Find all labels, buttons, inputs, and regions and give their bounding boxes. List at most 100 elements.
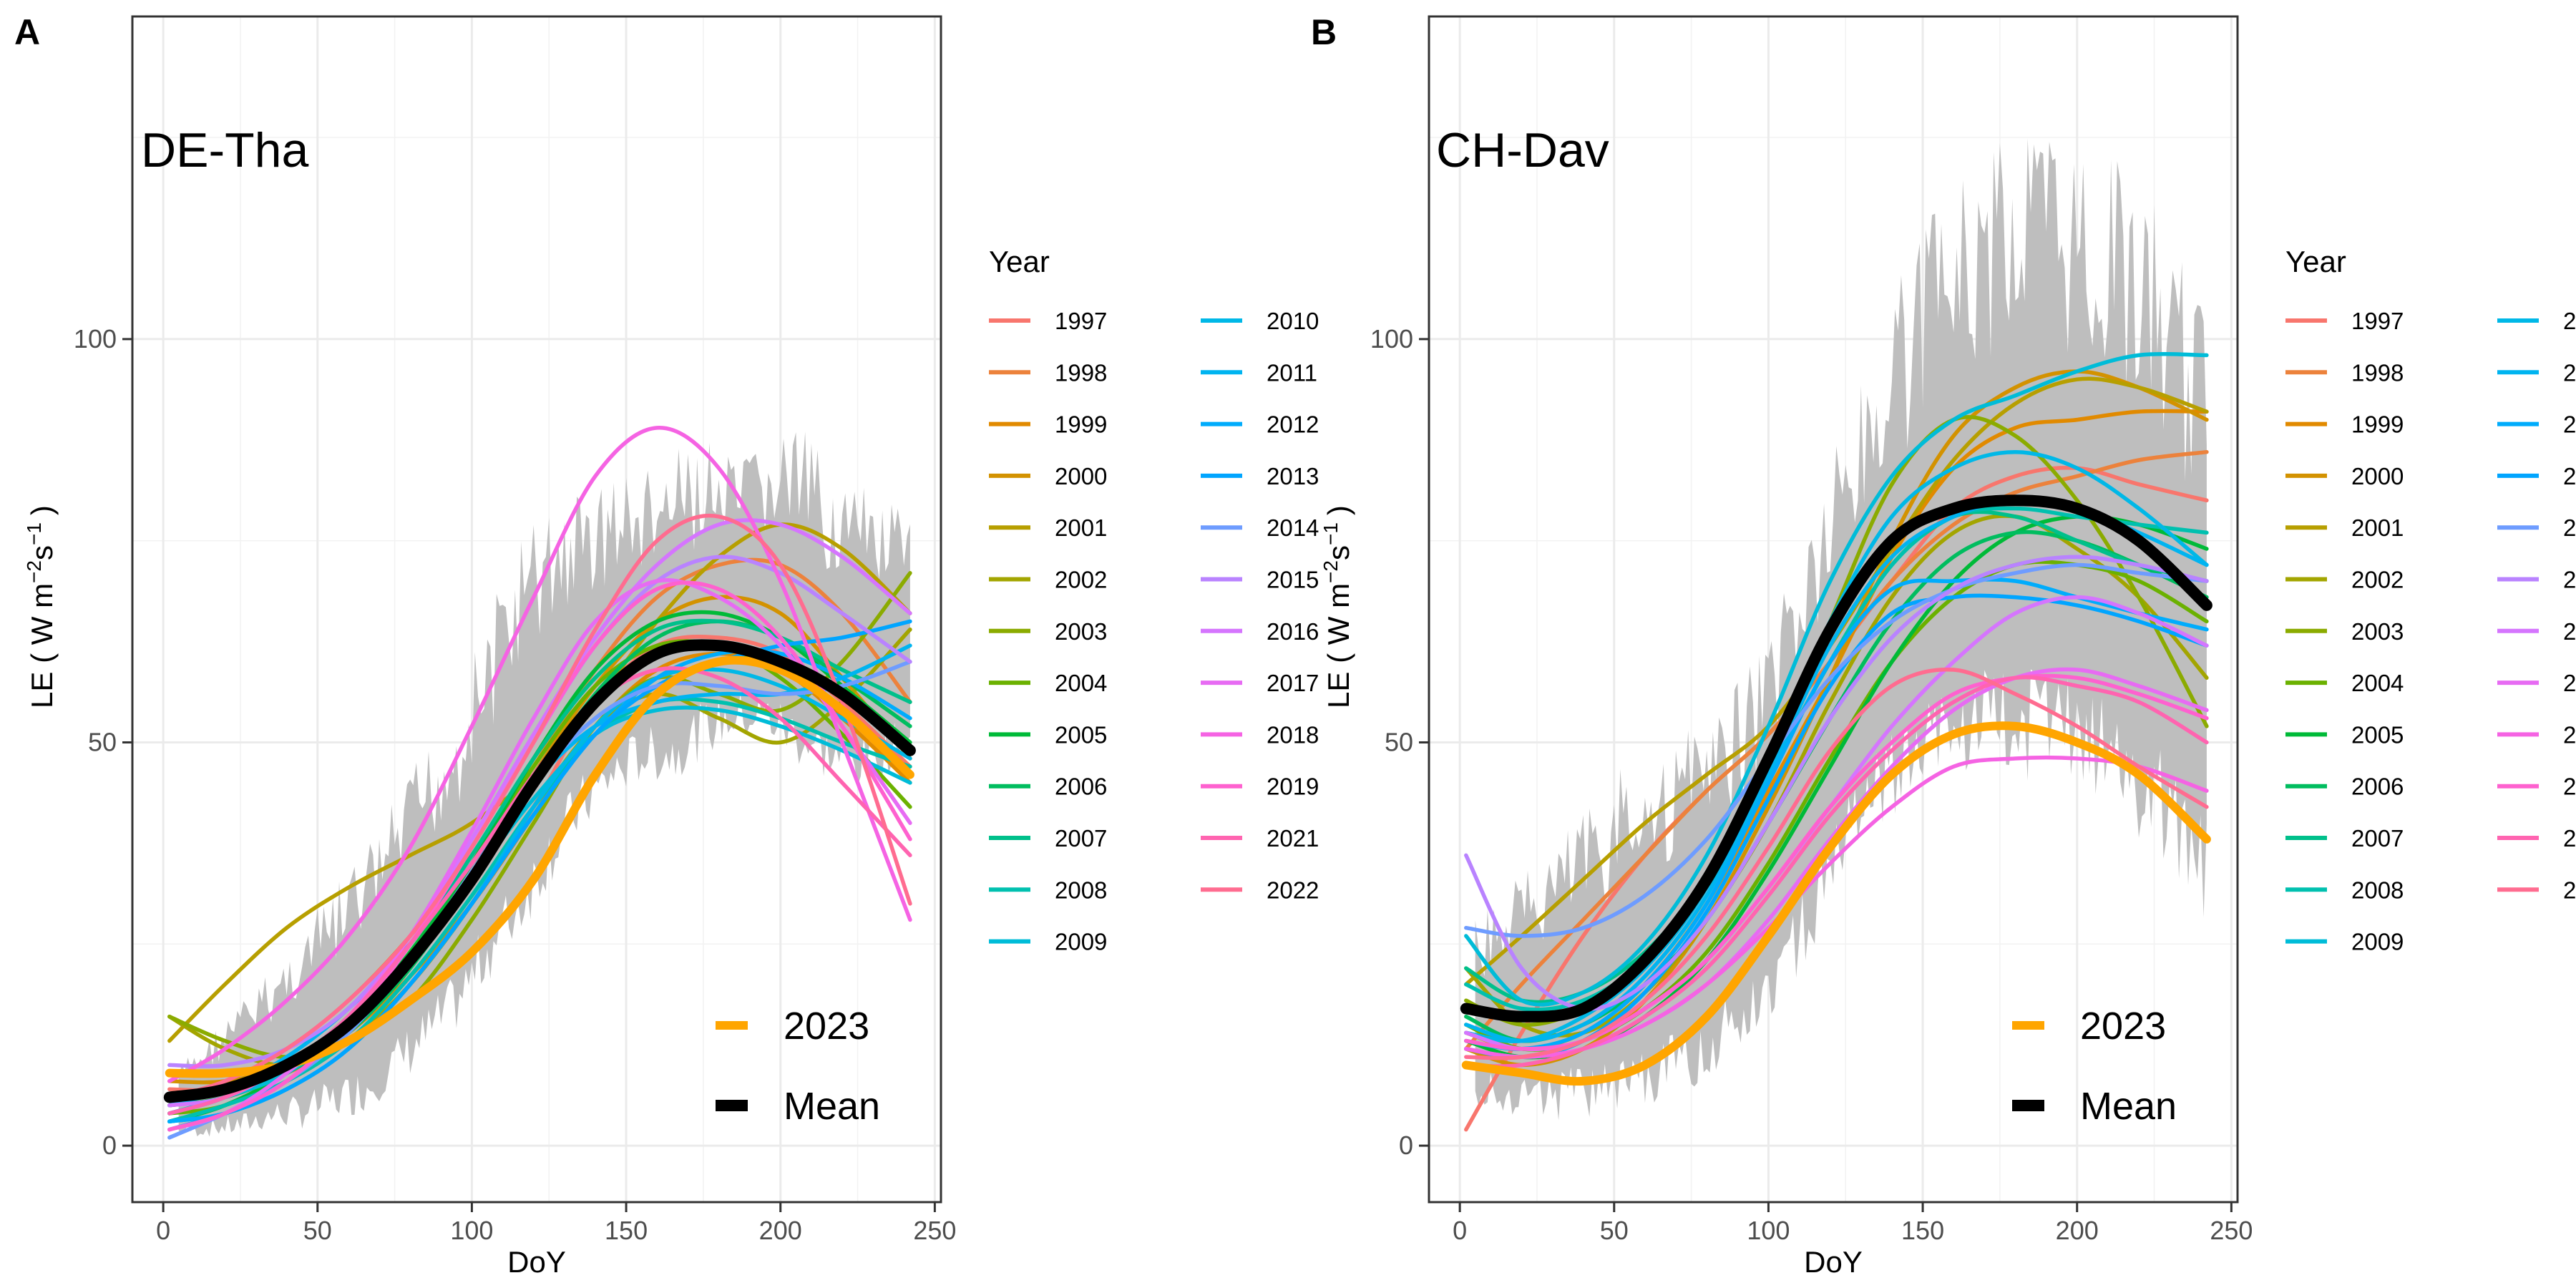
series-line-2021 (1464, 675, 2209, 1068)
x-tick-label: 250 (913, 1216, 956, 1245)
legend-item-2017: 2017 (1201, 670, 1319, 696)
x-axis-title: DoY (1804, 1245, 1863, 1279)
legend-label: 2004 (1055, 670, 1107, 696)
legend-item-2012: 2012 (2497, 411, 2576, 438)
y-axis: 0 50 100 (1370, 324, 1429, 1160)
series-line-2022 (167, 513, 912, 1100)
legend-label: 2021 (1267, 825, 1319, 852)
y-axis: 0 50 100 (74, 324, 132, 1160)
y-tick-label: 100 (1370, 324, 1413, 353)
y-axis-title-main: LE ( W m (25, 583, 59, 708)
series-layer (163, 426, 916, 1140)
legend-label: 2009 (2351, 929, 2404, 955)
legend-label: 2000 (1055, 463, 1107, 489)
x-tick-label: 200 (759, 1216, 802, 1245)
legend-label: 2002 (1055, 567, 1107, 593)
x-tick-label: 100 (450, 1216, 493, 1245)
legend-item-2004: 2004 (989, 670, 1107, 696)
x-axis-title: DoY (507, 1245, 566, 1279)
legend-item-2017: 2017 (2497, 670, 2576, 696)
legend-item-2007: 2007 (2285, 825, 2404, 852)
legend-label: 2001 (1055, 514, 1107, 541)
legend-label: 2002 (2351, 567, 2404, 593)
legend-label: 2003 (1055, 618, 1107, 645)
legend-item-2008: 2008 (2285, 877, 2404, 903)
legend-label: 2010 (2563, 308, 2576, 334)
legend-label: 2010 (1267, 308, 1319, 334)
legend-item-2022: 2022 (1201, 877, 1319, 903)
series-line-2022 (1464, 667, 2209, 1060)
legend-item-2005: 2005 (989, 721, 1107, 748)
legend-item-2000: 2000 (989, 463, 1107, 489)
legend-label: 2016 (2563, 618, 2576, 645)
legend-label: 2007 (2351, 825, 2404, 852)
series-line-mean (1460, 494, 2212, 1023)
legend-label: 2017 (1267, 670, 1319, 696)
legend-label: 2008 (2351, 877, 2404, 903)
legend-label: 1998 (1055, 359, 1107, 386)
panel-letter: A (14, 12, 40, 52)
legend-item-1998: 1998 (2285, 359, 2404, 386)
legend-item-2009: 2009 (989, 929, 1107, 955)
series-line-2013 (167, 619, 912, 1132)
x-tick-label: 50 (303, 1216, 332, 1245)
legend-label: 2014 (2563, 514, 2576, 541)
legend-label: 2020 (2563, 774, 2576, 800)
legend-item-2002: 2002 (989, 567, 1107, 593)
legend-label: 1997 (1055, 308, 1107, 334)
series-line-2023 (1461, 721, 2211, 1086)
legend-label: 2012 (2563, 411, 2576, 438)
x-tick-label: 200 (2056, 1216, 2099, 1245)
site-label: DE-Tha (141, 123, 308, 177)
inset-label: 2023 (2080, 1005, 2166, 1048)
legend-item-2006: 2006 (989, 774, 1107, 800)
panel-a: A DE-Tha 0 50 100 150 200 250 0 50 100 DoY LE (… (14, 12, 1319, 1279)
legend-item-2009: 2009 (2285, 929, 2404, 955)
legend-label: 2021 (2563, 825, 2576, 852)
legend-item-2021: 2021 (1201, 825, 1319, 852)
legend-item-2010: 2010 (1201, 308, 1319, 334)
inset-item-2023: 2023 (716, 1005, 869, 1048)
x-tick-label: 0 (156, 1216, 170, 1245)
legend-item-2002: 2002 (2285, 567, 2404, 593)
inset-item-2023: 2023 (2012, 1005, 2166, 1048)
legend-label: 1999 (2351, 411, 2404, 438)
year-legend: Year 1997 1998 1999 2000 2001 2002 2003 2004 200… (989, 245, 1319, 955)
legend-item-2015: 2015 (1201, 567, 1319, 593)
legend-label: 2015 (1267, 567, 1319, 593)
legend-item-2007: 2007 (989, 825, 1107, 852)
legend-label: 2006 (2351, 774, 2404, 800)
legend-item-2004: 2004 (2285, 670, 2404, 696)
legend-item-2014: 2014 (2497, 514, 2576, 541)
legend-label: 2018 (2563, 721, 2576, 748)
y-axis-title-end: ) (25, 505, 59, 515)
legend-item-2013: 2013 (2497, 463, 2576, 489)
legend-label: 1999 (1055, 411, 1107, 438)
panel-letter: B (1311, 12, 1337, 52)
inset-item-mean: Mean (716, 1085, 880, 1128)
legend-label: 1997 (2351, 308, 2404, 334)
site-label: CH-Dav (1436, 123, 1609, 177)
legend-label: 2009 (1055, 929, 1107, 955)
y-tick-label: 0 (1399, 1131, 1413, 1160)
legend-item-2008: 2008 (989, 877, 1107, 903)
legend-label: 2015 (2563, 567, 2576, 593)
legend-label: 2003 (2351, 618, 2404, 645)
legend-label: 2012 (1267, 411, 1319, 438)
legend-label: 2016 (1267, 618, 1319, 645)
y-tick-label: 100 (74, 324, 117, 353)
x-tick-label: 100 (1747, 1216, 1790, 1245)
inset-legend: 2023 Mean (2012, 1005, 2177, 1128)
x-tick-label: 150 (1901, 1216, 1944, 1245)
legend-item-2018: 2018 (2497, 721, 2576, 748)
legend-item-2003: 2003 (989, 618, 1107, 645)
legend-item-1999: 1999 (2285, 411, 2404, 438)
y-axis-title-end: ) (1322, 505, 1355, 515)
inset-legend: 2023 Mean (716, 1005, 880, 1128)
legend-label: 2013 (1267, 463, 1319, 489)
series-line-2014 (1464, 562, 2209, 938)
inset-label: 2023 (784, 1005, 869, 1048)
series-line-2018 (167, 426, 912, 1083)
legend-label: 2006 (1055, 774, 1107, 800)
